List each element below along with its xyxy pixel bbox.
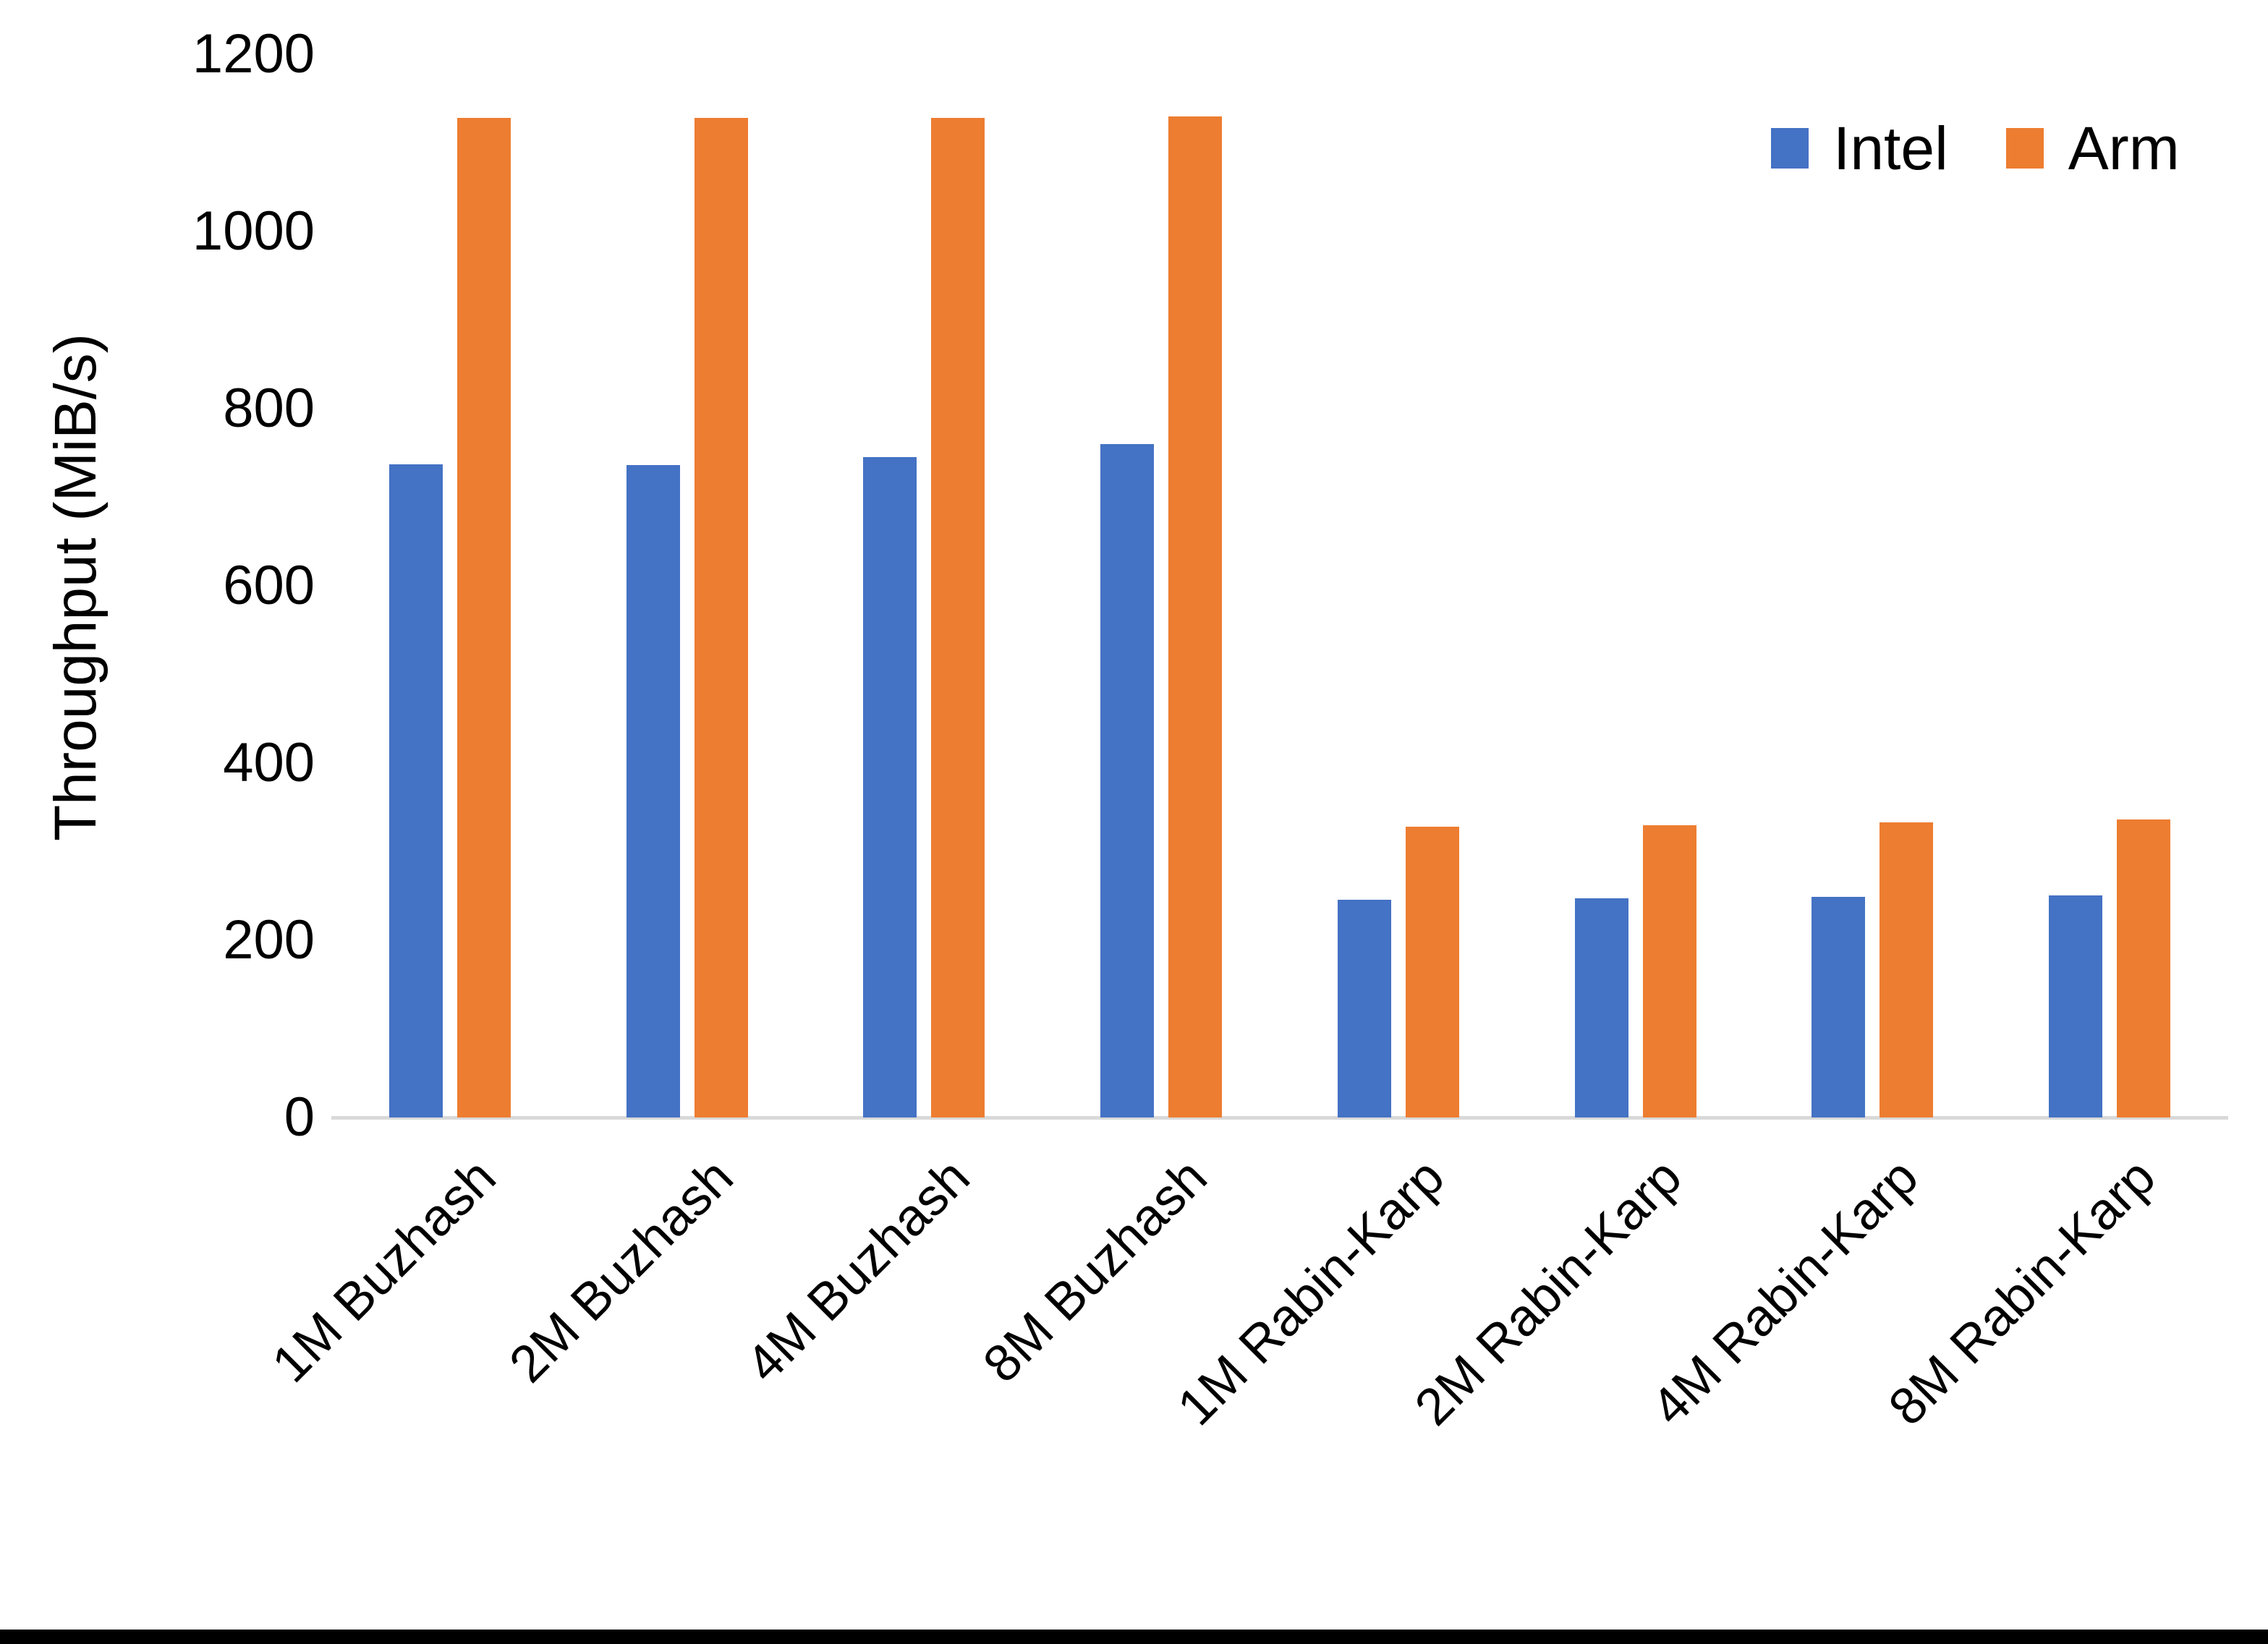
bottom-border <box>0 1630 2268 1644</box>
x-axis-line <box>331 1116 2228 1120</box>
x-label-4: 8M Buzhash <box>972 1148 1218 1394</box>
bar-arm-3 <box>931 118 985 1117</box>
y-tick-label-1000: 1000 <box>192 200 315 262</box>
bar-intel-8 <box>2049 895 2103 1117</box>
bar-intel-6 <box>1574 898 1628 1117</box>
legend-swatch-intel-icon <box>1771 128 1809 169</box>
bar-intel-7 <box>1812 896 1866 1117</box>
x-label-6: 2M Rabin-Karp <box>1403 1148 1693 1437</box>
legend: Intel Arm <box>1771 108 2180 188</box>
bar-intel-2 <box>626 465 680 1117</box>
bar-intel-4 <box>1100 444 1155 1117</box>
y-tick-label-0: 0 <box>284 1086 315 1148</box>
legend-swatch-arm-icon <box>2005 128 2044 169</box>
legend-label-arm: Arm <box>2068 114 2180 182</box>
bar-intel-1 <box>388 464 443 1117</box>
x-label-8: 8M Rabin-Karp <box>1877 1148 2167 1437</box>
bar-intel-5 <box>1337 899 1391 1117</box>
bar-arm-2 <box>694 118 748 1117</box>
y-tick-label-800: 800 <box>223 378 315 439</box>
bar-arm-1 <box>456 118 511 1117</box>
bar-arm-8 <box>2117 819 2171 1117</box>
x-label-5: 1M Rabin-Karp <box>1166 1148 1456 1437</box>
bar-arm-6 <box>1642 825 1696 1117</box>
y-axis-title: Throughput (MiB/s) <box>43 333 109 841</box>
legend-item-arm: Arm <box>2005 108 2180 188</box>
x-label-3: 4M Buzhash <box>735 1148 982 1394</box>
y-tick-label-200: 200 <box>223 909 315 971</box>
y-tick-label-600: 600 <box>223 555 315 616</box>
bar-arm-4 <box>1168 116 1223 1117</box>
legend-item-intel: Intel <box>1771 108 1948 188</box>
bar-intel-3 <box>863 457 917 1117</box>
x-label-7: 4M Rabin-Karp <box>1641 1148 1930 1437</box>
legend-label-intel: Intel <box>1833 114 1948 182</box>
bar-arm-7 <box>1880 822 1934 1117</box>
y-tick-label-1200: 1200 <box>192 23 315 85</box>
x-label-2: 2M Buzhash <box>498 1148 744 1394</box>
x-label-1: 1M Buzhash <box>260 1148 507 1394</box>
bar-arm-5 <box>1405 827 1459 1117</box>
y-tick-label-400: 400 <box>223 732 315 793</box>
